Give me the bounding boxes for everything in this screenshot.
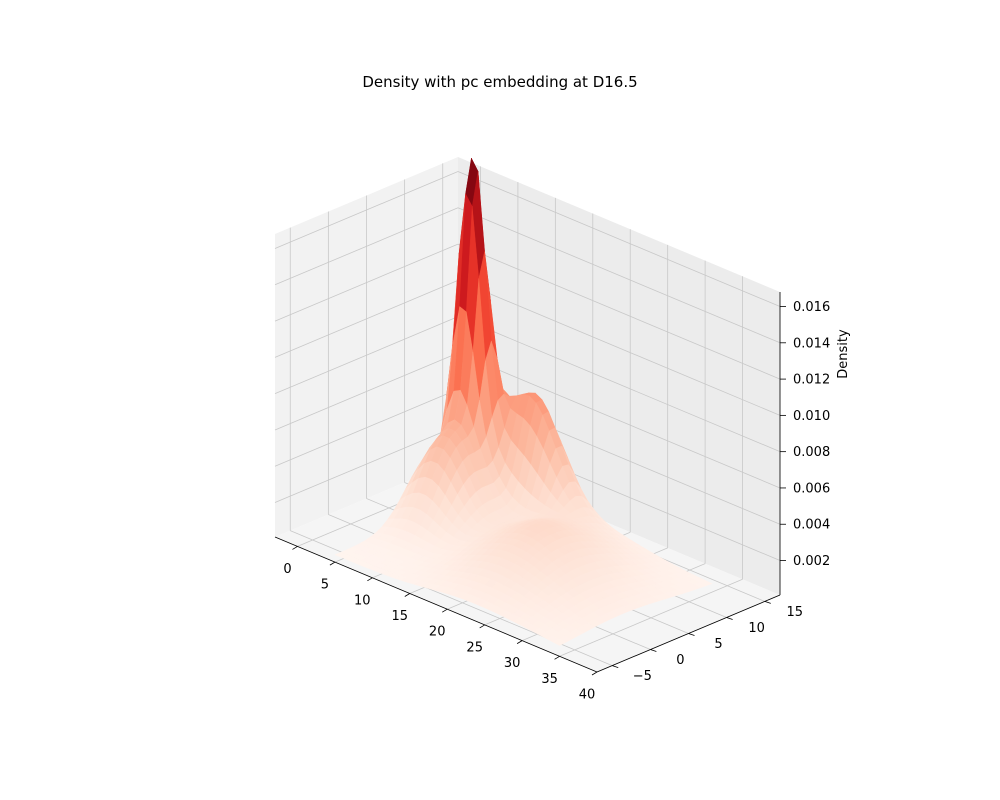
axes: 0 5 10 15 20 25 30 35 40 −5 0 5 10 15 0.002 0.004 0.006 0… bbox=[274, 292, 830, 703]
grid-line-z bbox=[274, 352, 459, 431]
x-tick bbox=[292, 546, 298, 550]
x-axis-line bbox=[274, 536, 598, 673]
x-tick-label: 10 bbox=[354, 593, 371, 608]
y-tick bbox=[688, 633, 695, 636]
z-tick-label: 0.004 bbox=[793, 518, 830, 533]
grid-line-z bbox=[457, 243, 781, 380]
surface-facet bbox=[552, 638, 567, 646]
y-tick bbox=[612, 665, 619, 668]
x-tick bbox=[516, 640, 523, 644]
y-tick-label: 0 bbox=[676, 653, 684, 668]
y-tick-label: 5 bbox=[714, 637, 722, 652]
y-tick bbox=[726, 617, 733, 620]
z-tick-label: 0.002 bbox=[793, 554, 830, 569]
z-tick-label: 0.016 bbox=[793, 300, 830, 315]
grid-line-z bbox=[274, 243, 459, 322]
density-surface bbox=[334, 157, 713, 646]
z-tick-label: 0.008 bbox=[793, 445, 830, 460]
grid-line-z bbox=[457, 280, 781, 416]
grid-line-z bbox=[274, 388, 459, 467]
x-tick-label: 25 bbox=[466, 640, 483, 655]
grid-line-z bbox=[274, 425, 459, 503]
x-tick bbox=[591, 671, 598, 676]
y-tick-label: 15 bbox=[787, 605, 804, 620]
grid-line-z bbox=[274, 280, 459, 358]
z-tick-label: 0.012 bbox=[793, 373, 830, 388]
grid-line-z bbox=[274, 316, 459, 395]
chart-title: Density with pc embedding at D16.5 bbox=[362, 73, 638, 91]
grid-line-z bbox=[457, 352, 781, 489]
z-tick-label: 0.006 bbox=[793, 482, 830, 497]
grid-line-z bbox=[274, 171, 459, 249]
z-tick-label: 0.014 bbox=[793, 336, 830, 351]
z-tick-label: 0.010 bbox=[793, 409, 830, 424]
x-tick bbox=[479, 624, 485, 629]
grid-line-z bbox=[457, 207, 781, 344]
x-tick bbox=[404, 593, 410, 597]
y-tick bbox=[764, 601, 771, 604]
x-tick-label: 0 bbox=[283, 562, 291, 577]
x-tick-label: 35 bbox=[541, 672, 558, 687]
y-tick bbox=[650, 649, 657, 652]
x-tick-label: 40 bbox=[579, 688, 596, 703]
x-tick-label: 30 bbox=[504, 656, 521, 671]
x-tick bbox=[442, 608, 448, 613]
x-tick bbox=[367, 577, 373, 582]
grid-line-z bbox=[457, 171, 781, 307]
z-axis-label: Density bbox=[836, 329, 851, 379]
x-tick bbox=[329, 561, 336, 566]
grid-line-z bbox=[457, 316, 781, 453]
x-tick-label: 5 bbox=[321, 578, 329, 593]
x-tick bbox=[554, 655, 560, 660]
x-tick-label: 15 bbox=[392, 609, 409, 624]
y-tick-label: 10 bbox=[748, 621, 765, 636]
y-tick-label: −5 bbox=[633, 669, 652, 684]
x-tick-label: 20 bbox=[429, 625, 446, 640]
grid-line-z bbox=[274, 207, 459, 286]
